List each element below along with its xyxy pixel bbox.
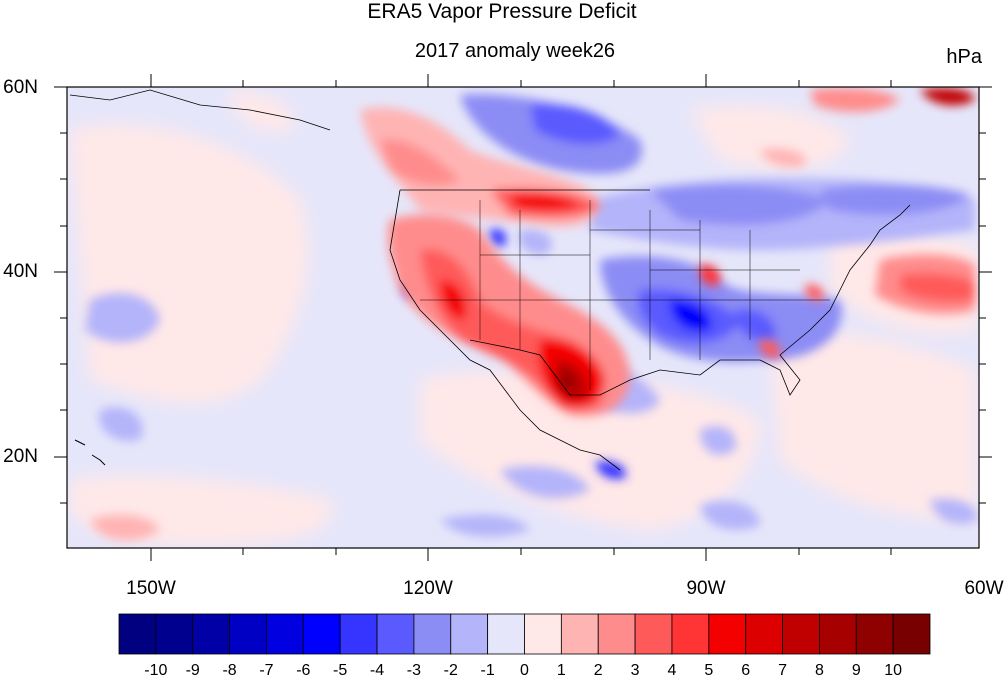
colorbar-swatch [819, 613, 857, 655]
colorbar-swatch [192, 613, 230, 655]
colorbar-swatch [560, 613, 599, 655]
colorbar-tick-label: 3 [630, 662, 640, 679]
colorbar-swatch [892, 613, 931, 655]
colorbar-tick-label: -8 [222, 662, 237, 679]
colorbar-swatch [266, 613, 304, 655]
colorbar-tick-label: 6 [741, 662, 751, 679]
colorbar-swatch [155, 613, 194, 655]
map-subtitle: 2017 anomaly week26 [414, 40, 616, 62]
lat-label-40n: 40N [3, 261, 38, 282]
colorbar-swatch [487, 613, 525, 655]
colorbar-swatch [745, 613, 783, 655]
colorbar-swatch [302, 613, 341, 655]
alaska-coastline [69, 89, 331, 131]
lon-label-120w: 120W [403, 578, 453, 599]
lon-label-60w: 60W [964, 578, 1004, 599]
colorbar-tick-label: 0 [520, 662, 529, 679]
colorbar-swatch [524, 613, 562, 655]
colorbar-tick-label: 2 [593, 662, 603, 679]
map-title: ERA5 Vapor Pressure Deficit [367, 0, 637, 23]
colorbar-tick-label: -7 [259, 662, 274, 679]
colorbar-tick-label: 4 [667, 662, 677, 679]
units-label: hPa [946, 46, 982, 68]
hawaii-islands [74, 439, 106, 466]
west-coast-line [389, 189, 621, 471]
anomaly-field [67, 87, 979, 548]
colorbar-swatch [782, 613, 820, 655]
colorbar-swatch [118, 613, 157, 655]
colorbar-tick-label: 8 [814, 662, 824, 679]
colorbar [118, 613, 931, 655]
colorbar-tick-label: -4 [369, 662, 385, 679]
lon-label-150w: 150W [126, 578, 176, 599]
colorbar-swatch [413, 613, 452, 655]
colorbar-tick-label: -3 [406, 662, 422, 679]
state-borders [420, 200, 830, 390]
axis-ticks [54, 74, 992, 561]
colorbar-tick-label: -6 [296, 662, 311, 679]
negative-light-areas [85, 292, 978, 537]
lat-label-20n: 20N [3, 446, 38, 467]
colorbar-tick-label: -9 [185, 662, 200, 679]
colorbar-tick-label: -1 [480, 662, 495, 679]
positive-anomalies [90, 88, 975, 541]
colorbar-swatch [339, 613, 378, 655]
colorbar-swatch [855, 613, 894, 655]
colorbar-tick-label: -2 [443, 662, 458, 679]
lon-label-90w: 90W [686, 578, 726, 599]
colorbar-tick-label: -10 [144, 662, 168, 679]
colorbar-tick-label: -5 [333, 662, 348, 679]
positive-light-areas [70, 90, 979, 545]
colorbar-swatch [229, 613, 267, 655]
colorbar-swatch [450, 613, 489, 655]
colorbar-tick-label: 7 [778, 662, 787, 679]
colorbar-tick-label: 1 [556, 662, 566, 679]
gulf-east-coast-line [469, 204, 911, 396]
coastlines-borders [69, 89, 911, 471]
lat-label-60n: 60N [3, 77, 38, 98]
colorbar-swatch [376, 613, 415, 655]
colorbar-tick-label: 10 [884, 662, 903, 679]
colorbar-swatch [708, 613, 747, 655]
colorbar-tick-label: 5 [704, 662, 714, 679]
colorbar-swatch [671, 613, 710, 655]
colorbar-swatch [634, 613, 673, 655]
colorbar-tick-label: 9 [851, 662, 861, 679]
colorbar-swatch [597, 613, 636, 655]
